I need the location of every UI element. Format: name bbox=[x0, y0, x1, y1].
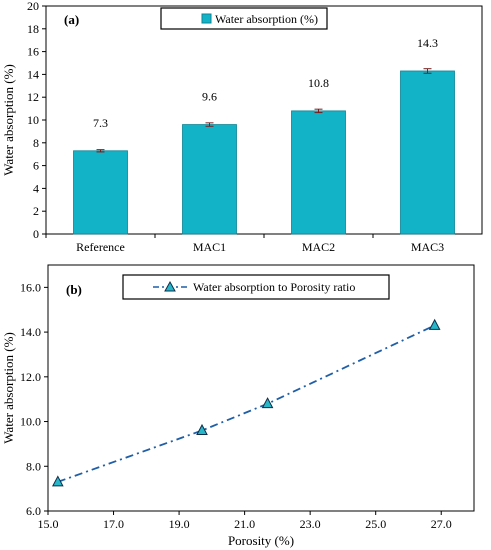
x-tick-label: 23.0 bbox=[300, 517, 321, 531]
y-tick-label: 12.0 bbox=[20, 370, 41, 384]
x-axis-ticks: 15.0 17.0 19.0 21.0 23.0 25.0 27.0 bbox=[38, 511, 452, 531]
data-label: 9.6 bbox=[202, 90, 217, 104]
legend: Water absorption to Porosity ratio bbox=[122, 274, 390, 300]
data-label: 7.3 bbox=[93, 116, 108, 130]
y-tick-label: 2 bbox=[33, 204, 39, 218]
legend-swatch bbox=[201, 13, 212, 24]
y-tick-label: 6.0 bbox=[26, 504, 41, 518]
y-tick-label: 20 bbox=[27, 0, 39, 13]
bar bbox=[291, 110, 346, 235]
y-tick-label: 10.0 bbox=[20, 415, 41, 429]
y-tick-label: 18 bbox=[27, 22, 39, 36]
y-axis-ticks: 0 2 4 6 8 10 12 14 16 18 20 bbox=[27, 0, 46, 241]
data-label: 10.8 bbox=[308, 76, 329, 90]
x-axis-tick-labels: Reference MAC1 MAC2 MAC3 bbox=[76, 240, 444, 254]
series-polyline bbox=[57, 324, 436, 483]
y-axis-ticks: 6.0 8.0 10.0 12.0 14.0 16.0 bbox=[20, 280, 48, 518]
x-tick-label: MAC1 bbox=[193, 240, 226, 254]
bars: 7.3 9.6 10.8 14.3 bbox=[45, 36, 455, 238]
panel-label: (a) bbox=[64, 12, 79, 27]
x-tick-label: 21.0 bbox=[234, 517, 255, 531]
x-tick-label: 25.0 bbox=[365, 517, 386, 531]
series-line bbox=[52, 318, 441, 487]
x-axis-title: Porosity (%) bbox=[228, 533, 294, 548]
bar-chart-panel: 0 2 4 6 8 10 12 14 16 18 20 7.3 9.6 10.8 14.3 Referen… bbox=[1, 0, 483, 254]
y-tick-label: 14.0 bbox=[20, 325, 41, 339]
y-tick-label: 10 bbox=[27, 113, 39, 127]
y-tick-label: 8.0 bbox=[26, 459, 41, 473]
data-label: 14.3 bbox=[417, 36, 438, 50]
x-tick-label: MAC2 bbox=[302, 240, 335, 254]
x-tick-label: MAC3 bbox=[411, 240, 444, 254]
y-tick-label: 12 bbox=[27, 90, 39, 104]
y-tick-label: 14 bbox=[27, 67, 39, 81]
legend-triangle-marker bbox=[164, 280, 176, 292]
legend-label: Water absorption (%) bbox=[215, 12, 318, 26]
y-axis-title: Water absorption (%) bbox=[1, 64, 16, 176]
y-axis-title: Water absorption (%) bbox=[1, 332, 16, 444]
bar bbox=[182, 124, 237, 235]
y-tick-label: 6 bbox=[33, 159, 39, 173]
y-tick-label: 16.0 bbox=[20, 280, 41, 294]
legend-box bbox=[122, 274, 390, 300]
legend-label: Water absorption to Porosity ratio bbox=[193, 280, 355, 294]
triangle-marker bbox=[52, 475, 64, 487]
x-tick-label: 15.0 bbox=[38, 517, 59, 531]
y-tick-label: 4 bbox=[33, 181, 39, 195]
y-tick-label: 8 bbox=[33, 136, 39, 150]
legend-box bbox=[160, 7, 328, 30]
triangle-marker bbox=[428, 318, 441, 330]
x-tick-label: 17.0 bbox=[103, 517, 124, 531]
legend: Water absorption (%) bbox=[160, 7, 328, 30]
plot-frame bbox=[47, 264, 475, 512]
y-tick-label: 16 bbox=[27, 45, 39, 59]
line-chart-panel: 6.0 8.0 10.0 12.0 14.0 16.0 15.0 17.0 19.0 21.0 2… bbox=[1, 264, 475, 548]
bar bbox=[73, 150, 128, 235]
bar bbox=[400, 70, 455, 235]
x-tick-label: 19.0 bbox=[169, 517, 190, 531]
x-tick-label: 27.0 bbox=[431, 517, 452, 531]
triangle-marker bbox=[196, 423, 208, 435]
y-tick-label: 0 bbox=[33, 227, 39, 241]
panel-label: (b) bbox=[66, 282, 82, 297]
triangle-marker bbox=[261, 397, 274, 409]
x-tick-label: Reference bbox=[76, 240, 125, 254]
